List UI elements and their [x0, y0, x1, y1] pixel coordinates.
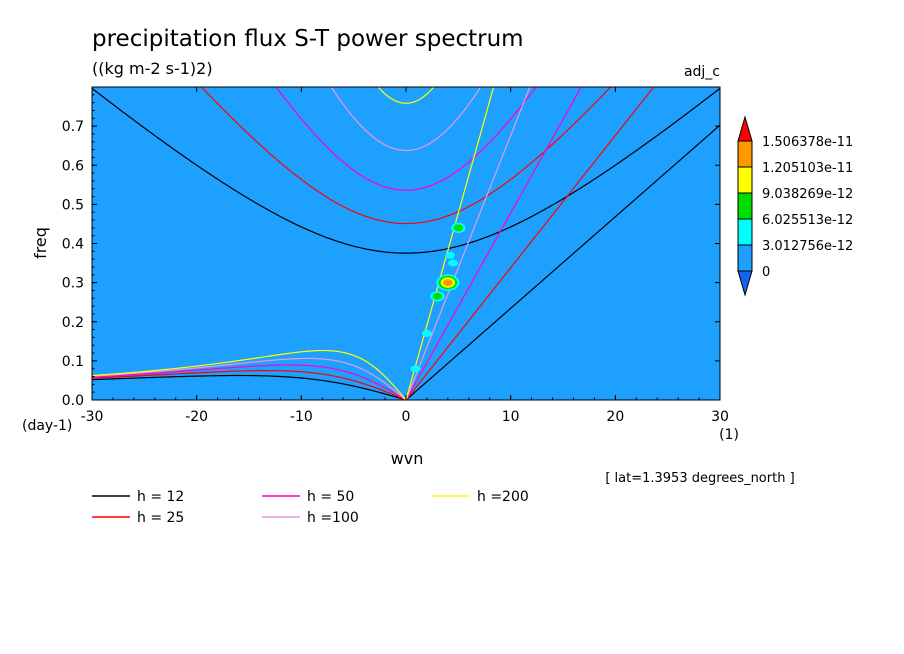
y-tick-label: 0.6 — [62, 158, 84, 174]
legend: h = 12 h = 25 h = 50 h =100 h =200 — [92, 489, 529, 526]
colorbar: 1.506378e-11 1.205103e-11 9.038269e-12 6.02… — [737, 115, 853, 297]
legend-label-2: h = 50 — [307, 489, 354, 505]
colorbar-swatch-5 — [737, 244, 753, 272]
colorbar-label: 3.012756e-12 — [762, 239, 853, 254]
colorbar-swatch-1 — [737, 140, 753, 168]
hotspot-ring-1-4 — [422, 329, 432, 337]
hotspot-ring-5-4 — [445, 251, 455, 259]
plot-area: -30 -20 -10 0 10 20 30 0.0 0.1 0.2 0.3 0.4 0.5 0.6 0.7 — [62, 86, 729, 425]
colorbar-max-arrow — [737, 115, 753, 142]
kelvin-curve-2 — [405, 87, 582, 400]
colorbar-label: 1.205103e-11 — [762, 161, 853, 176]
hotspot-4 — [448, 259, 458, 267]
hotspot-ring-4-4 — [448, 259, 458, 267]
colorbar-label: 6.025513e-12 — [762, 213, 853, 228]
y-ticks: 0.0 0.1 0.2 0.3 0.4 0.5 0.6 0.7 — [62, 94, 720, 409]
corner-label: adj_c — [684, 64, 720, 80]
colorbar-swatch-3 — [737, 192, 753, 220]
x-tick-label: 30 — [711, 409, 729, 425]
y-tick-label: 0.2 — [62, 315, 84, 331]
colorbar-swatch-4 — [737, 218, 753, 246]
hotspot-3 — [436, 274, 460, 291]
hotspot-5 — [445, 251, 455, 259]
plot-background — [92, 87, 720, 400]
y-axis-unit: (day-1) — [22, 418, 72, 434]
rossby-curve-4 — [92, 349, 407, 400]
hotspot-6 — [451, 222, 466, 233]
x-tick-label: -20 — [185, 409, 208, 425]
kelvin-curve-4 — [405, 87, 495, 400]
kelvin-curve-1 — [405, 87, 655, 400]
y-axis-label: freq — [31, 227, 50, 259]
rossby-curve-1 — [92, 369, 407, 400]
x-tick-label: 10 — [502, 409, 520, 425]
inertio-gravity-curve-3 — [330, 87, 482, 152]
y-tick-label: 0.5 — [62, 197, 84, 213]
y-tick-label: 0.7 — [62, 119, 84, 135]
x-ticks: -30 -20 -10 0 10 20 30 — [81, 87, 729, 425]
x-axis-unit: (1) — [719, 427, 739, 443]
colorbar-swatch-2 — [737, 166, 753, 194]
latitude-annotation: [ lat=1.3953 degrees_north ] — [605, 471, 794, 486]
y-tick-label: 0.1 — [62, 354, 84, 370]
y-tick-label: 0.0 — [62, 393, 84, 409]
legend-label-0: h = 12 — [137, 489, 184, 505]
inertio-gravity-curve-2 — [275, 87, 537, 191]
chart-title: precipitation flux S-T power spectrum — [92, 26, 524, 52]
legend-label-3: h =100 — [307, 510, 359, 526]
hotspot-ring-3-1 — [442, 279, 453, 287]
hotspot-1 — [422, 329, 432, 337]
colorbar-label: 0 — [762, 265, 770, 280]
inertio-gravity-curve-0 — [92, 87, 720, 254]
hotspot-2 — [430, 291, 445, 302]
hotspot-ring-2-3 — [432, 292, 443, 300]
legend-label-4: h =200 — [477, 489, 529, 505]
chart-subtitle: ((kg m-2 s-1)2) — [92, 59, 213, 78]
colorbar-label: 9.038269e-12 — [762, 187, 853, 202]
colorbar-min-arrow — [737, 270, 753, 297]
rossby-curve-3 — [92, 357, 407, 400]
kelvin-curve-3 — [405, 87, 531, 400]
x-tick-label: -30 — [81, 409, 104, 425]
kelvin-curve-0 — [405, 124, 720, 400]
x-tick-label: -10 — [290, 409, 313, 425]
colorbar-label: 1.506378e-11 — [762, 135, 853, 150]
y-tick-label: 0.3 — [62, 276, 84, 292]
rossby-curve-0 — [92, 374, 407, 400]
inertio-gravity-curve-1 — [200, 87, 612, 225]
power-hotspots — [410, 222, 466, 373]
rossby-curve-2 — [92, 364, 407, 400]
x-axis-label: wvn — [391, 449, 424, 468]
x-tick-label: 20 — [606, 409, 624, 425]
inertio-gravity-curve-4 — [377, 87, 435, 104]
y-tick-label: 0.4 — [62, 237, 84, 253]
hotspot-ring-6-3 — [453, 224, 464, 232]
hotspot-ring-0-4 — [410, 365, 421, 373]
x-tick-label: 0 — [402, 409, 411, 425]
dispersion-curves — [92, 87, 720, 400]
legend-label-1: h = 25 — [137, 510, 184, 526]
hotspot-0 — [410, 365, 421, 373]
